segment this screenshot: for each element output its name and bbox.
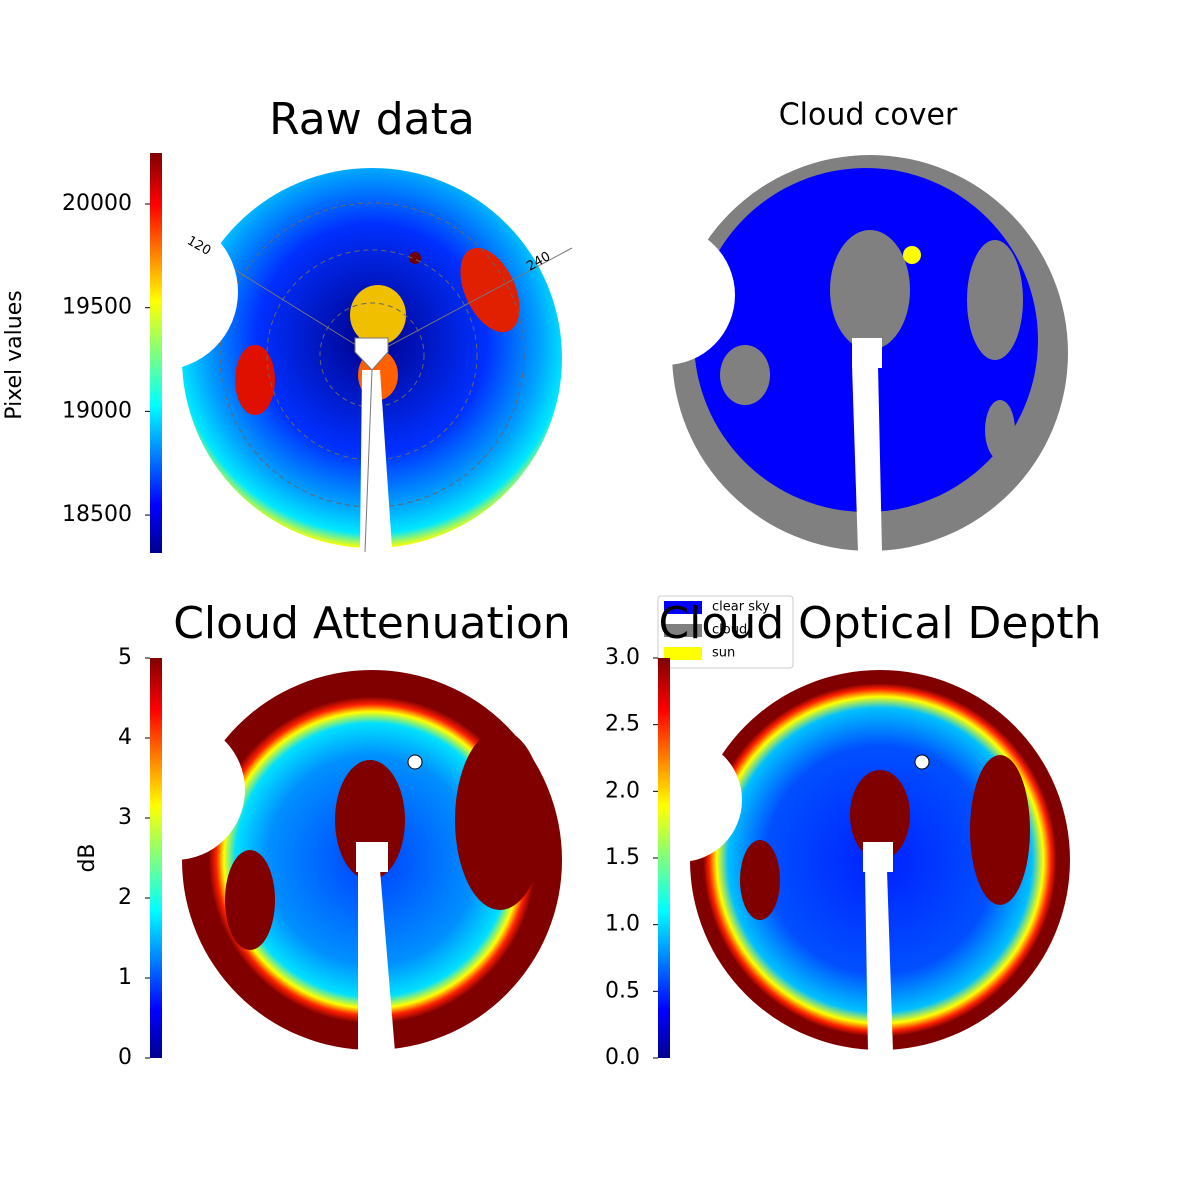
- tick-label: 0.5: [605, 978, 640, 1003]
- tick-label: 3.0: [605, 645, 640, 670]
- legend-label: clear sky: [712, 600, 770, 615]
- raw-image: [82, 168, 573, 553]
- legend-swatch: [664, 647, 702, 660]
- colorbar-label: Pixel values: [2, 290, 27, 419]
- tick-label: 19000: [62, 398, 132, 423]
- optical-depth-image: [618, 670, 1070, 1052]
- tick-label: 19500: [62, 295, 132, 320]
- legend-swatch: [664, 601, 702, 614]
- panel-title: Cloud Optical Depth: [658, 598, 1101, 649]
- tick-label: 0: [118, 1045, 132, 1070]
- legend-swatch: [664, 624, 702, 637]
- tick-label: 18500: [62, 502, 132, 527]
- tick-label: 20000: [62, 191, 132, 216]
- panel-title: Raw data: [269, 94, 475, 145]
- tick-label: 1.5: [605, 845, 640, 870]
- tick-label: 1: [118, 965, 132, 990]
- legend: clear sky cloud sun: [657, 595, 794, 669]
- tick-label: 2: [118, 885, 132, 910]
- legend-label: sun: [712, 646, 735, 661]
- tick-label: 0.0: [605, 1045, 640, 1070]
- panel-title: Cloud cover: [779, 98, 958, 133]
- colorbar: [150, 153, 162, 553]
- legend-label: cloud: [712, 623, 747, 638]
- tick-label: 5: [118, 645, 132, 670]
- attenuation-image: [105, 670, 562, 1052]
- panel-title: Cloud Attenuation: [173, 598, 571, 649]
- tick-label: 4: [118, 725, 132, 750]
- tick-label: 2.5: [605, 712, 640, 737]
- colorbar-label: dB: [75, 843, 100, 872]
- tick-label: 3: [118, 805, 132, 830]
- cloud-cover-image: [595, 155, 1068, 552]
- colorbar: [150, 658, 162, 1058]
- colorbar: [658, 658, 670, 1058]
- tick-label: 1.0: [605, 912, 640, 937]
- tick-label: 2.0: [605, 778, 640, 803]
